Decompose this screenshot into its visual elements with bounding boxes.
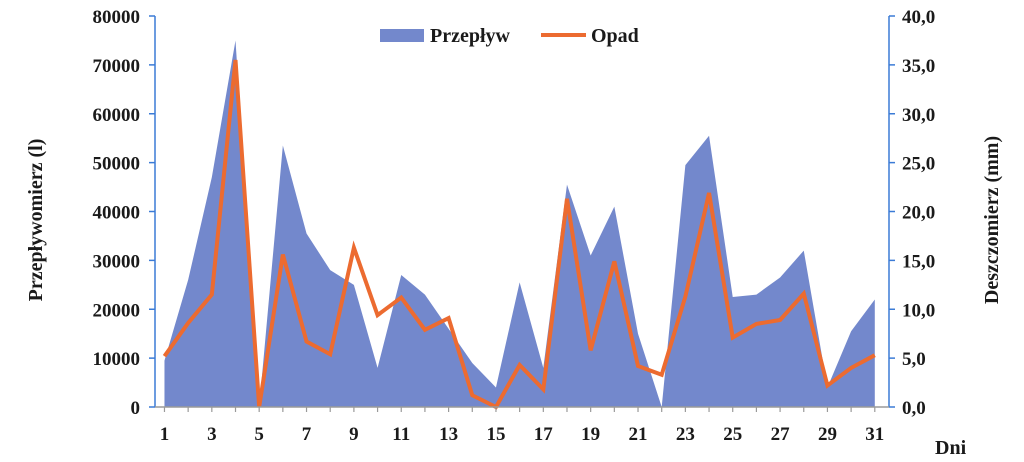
x-tick-label: 7	[302, 424, 312, 445]
x-tick-label: 17	[534, 424, 554, 445]
y-left-tick-label: 20000	[93, 300, 141, 321]
line-series-opad	[162, 59, 876, 410]
y-right-tick-label: 15,0	[902, 251, 935, 272]
legend-label-przeplyw: Przepływ	[430, 25, 511, 47]
x-tick-label: 15	[486, 424, 505, 445]
x-tick-label: 5	[254, 424, 264, 445]
legend-swatch-przeplyw	[380, 29, 424, 42]
x-tick-label: 19	[581, 424, 600, 445]
y-right-tick-label: 10,0	[902, 300, 935, 321]
y-left-tick-label: 30000	[93, 251, 141, 272]
y-left-tick-label: 50000	[93, 154, 141, 175]
y-right-tick-label: 40,0	[902, 7, 935, 28]
y-right-axis-title: Deszczomierz (mm)	[981, 136, 1003, 304]
legend-label-opad: Opad	[591, 25, 639, 47]
x-tick-label: 13	[439, 424, 458, 445]
x-tick-label: 1	[160, 424, 170, 445]
legend: Przepływ Opad	[380, 25, 639, 47]
x-tick-label: 25	[723, 424, 742, 445]
y-right-tick-label: 0,0	[902, 398, 926, 419]
x-tick-label: 27	[771, 424, 791, 445]
x-tick-label: 31	[865, 424, 884, 445]
y-left-tick-label: 0	[131, 398, 141, 419]
y-right-tick-label: 30,0	[902, 105, 935, 126]
x-tick-label: 21	[629, 424, 648, 445]
y-right-tick-label: 5,0	[902, 349, 926, 370]
x-axis-title: Dni	[935, 437, 967, 459]
axes-layer	[149, 15, 895, 412]
x-tick-label: 9	[349, 424, 359, 445]
line-layer	[162, 59, 876, 410]
y-left-tick-label: 70000	[93, 56, 141, 77]
y-right-tick-label: 35,0	[902, 56, 935, 77]
area-series-przeplyw	[164, 40, 875, 407]
x-tick-label: 3	[207, 424, 217, 445]
y-left-tick-label: 60000	[93, 105, 141, 126]
x-tick-label: 23	[676, 424, 695, 445]
y-left-tick-label: 40000	[93, 203, 141, 224]
y-right-tick-label: 20,0	[902, 203, 935, 224]
y-right-tick-label: 25,0	[902, 154, 935, 175]
labels-layer: 0 10000 20000 30000 40000 50000 60000 70000 8000…	[93, 7, 936, 445]
y-left-axis-title: Przepływomierz (l)	[25, 139, 47, 302]
x-tick-label: 11	[392, 424, 410, 445]
x-tick-label: 29	[818, 424, 837, 445]
y-left-tick-label: 10000	[93, 349, 141, 370]
y-left-tick-label: 80000	[93, 7, 141, 28]
area-layer	[164, 40, 875, 407]
